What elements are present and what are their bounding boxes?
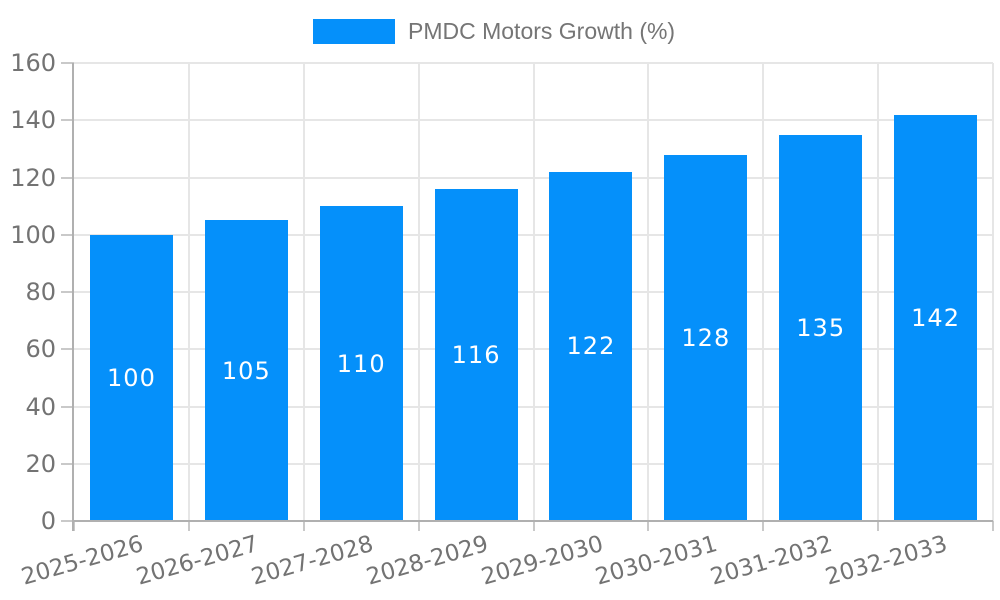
bar-value-label: 122: [566, 332, 616, 361]
y-axis-tick-label: 20: [25, 449, 56, 478]
v-gridline: [647, 63, 650, 521]
bar: [549, 171, 633, 521]
y-tick-mark: [61, 119, 74, 122]
bar: [89, 234, 173, 521]
v-gridline: [417, 63, 420, 521]
x-axis-tick-label: 2026-2027: [133, 531, 262, 591]
y-axis-tick-label: 40: [25, 392, 56, 421]
x-axis-line: [72, 520, 993, 522]
x-tick-mark: [302, 521, 305, 531]
bar: [664, 154, 748, 521]
x-axis-tick-label: 2031-2032: [707, 531, 836, 591]
v-gridline: [187, 63, 190, 521]
y-axis-tick-label: 60: [25, 335, 56, 364]
x-axis-tick-label: 2030-2031: [593, 531, 721, 591]
y-axis-tick-label: 160: [10, 49, 56, 77]
x-axis-tick-label: 2025-2026: [18, 531, 147, 591]
legend-label: PMDC Motors Growth (%): [408, 18, 676, 44]
y-axis-line: [72, 63, 74, 531]
y-axis-tick-label: 140: [10, 106, 56, 135]
bar-value-label: 142: [911, 303, 960, 332]
y-tick-mark: [61, 233, 74, 236]
y-axis-tick-label: 80: [25, 278, 56, 306]
y-tick-mark: [61, 405, 74, 408]
v-gridline: [302, 63, 305, 521]
x-tick-mark: [532, 521, 535, 531]
v-gridline: [992, 63, 994, 521]
v-gridline: [762, 63, 765, 521]
bar: [434, 188, 518, 521]
y-tick-mark: [61, 62, 74, 64]
bar-value-label: 128: [681, 323, 731, 352]
x-tick-mark: [762, 521, 765, 531]
bar-value-label: 110: [336, 349, 386, 378]
bar-value-label: 135: [796, 313, 846, 342]
x-axis-tick-label: 2029-2030: [478, 531, 606, 591]
v-gridline: [532, 63, 535, 521]
bar: [319, 206, 403, 521]
x-axis-tick-label: 2027-2028: [248, 531, 377, 591]
x-tick-mark: [187, 521, 190, 531]
x-tick-mark: [647, 521, 650, 531]
y-tick-mark: [61, 520, 74, 522]
y-tick-mark: [61, 462, 74, 465]
x-axis-tick-label: 2032-2033: [822, 531, 951, 591]
bar-value-label: 105: [221, 356, 271, 385]
x-tick-mark: [73, 521, 75, 531]
bar: [894, 114, 978, 521]
x-tick-mark: [417, 521, 420, 531]
bar-value-label: 100: [107, 363, 156, 392]
y-tick-mark: [61, 291, 74, 293]
y-axis-tick-label: 0: [40, 507, 56, 535]
bar: [779, 134, 863, 521]
y-tick-mark: [61, 348, 74, 351]
x-tick-mark: [992, 521, 994, 531]
y-tick-mark: [61, 176, 74, 179]
y-axis-tick-label: 100: [10, 220, 56, 249]
y-axis-tick-label: 120: [10, 163, 56, 192]
chart-legend: PMDC Motors Growth (%): [313, 18, 675, 46]
x-tick-mark: [877, 521, 880, 531]
legend-swatch: [313, 19, 395, 45]
v-gridline: [877, 63, 880, 521]
x-axis-tick-label: 2028-2029: [363, 531, 491, 591]
bar: [204, 220, 288, 521]
bar-value-label: 116: [451, 340, 501, 369]
